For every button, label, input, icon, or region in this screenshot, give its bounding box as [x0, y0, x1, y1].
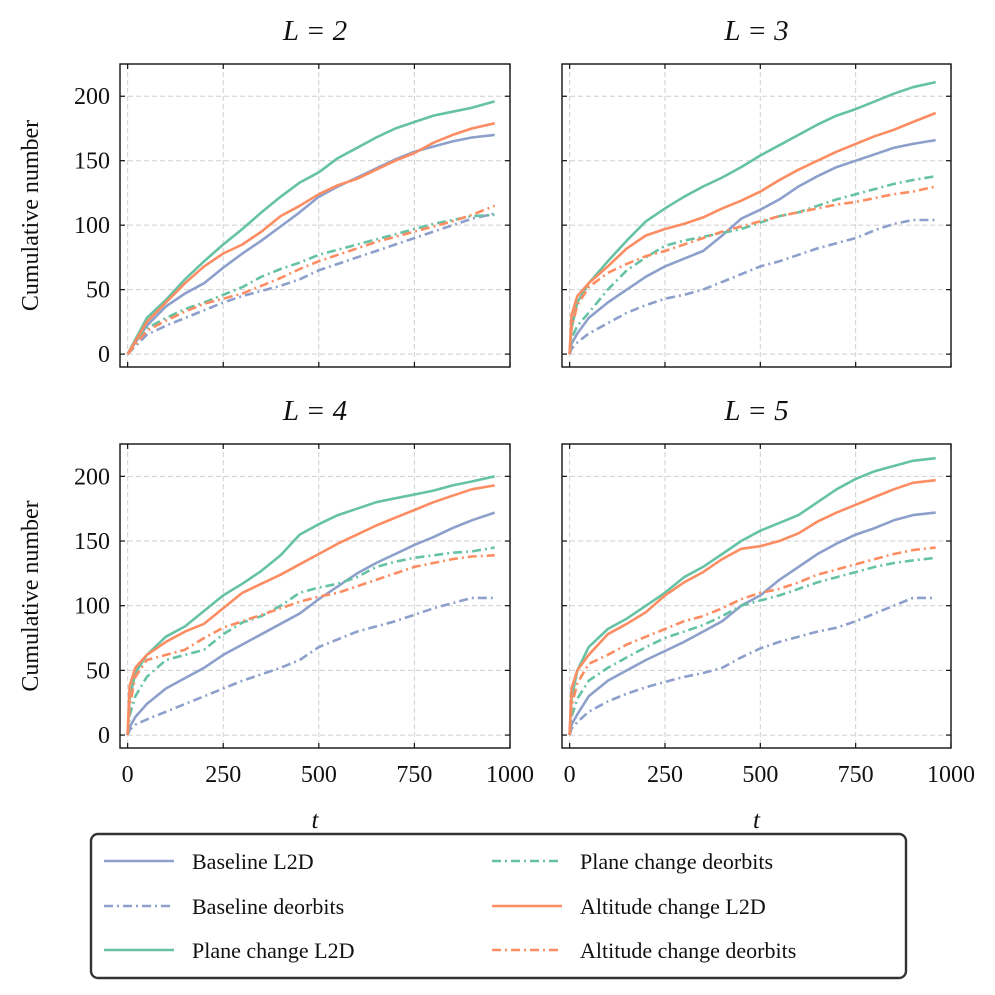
- series-plane-change-l2d: [568, 80, 936, 355]
- x-axis-label: t: [312, 807, 320, 834]
- series-altitude-change-deorbits: [568, 546, 936, 736]
- legend-label-baseline-deorbits: Baseline deorbits: [192, 894, 344, 919]
- series-plane-change-deorbits: [568, 556, 936, 736]
- series-plane-change-deorbits: [126, 213, 495, 355]
- x-axis-label: t: [753, 807, 761, 834]
- x-tick-label: 500: [742, 762, 778, 788]
- x-tick-label: 750: [838, 762, 874, 788]
- series-altitude-change-l2d: [568, 111, 937, 355]
- legend-label-plane-change-deorbits: Plane change deorbits: [580, 849, 773, 874]
- y-tick-label: 100: [74, 213, 110, 239]
- series-altitude-change-deorbits: [126, 554, 495, 736]
- series-baseline-deorbits: [126, 596, 495, 736]
- x-tick-label: 1000: [486, 762, 534, 788]
- series-plane-change-deorbits: [126, 546, 495, 736]
- axes-frame: [119, 63, 511, 368]
- axes-frame: [561, 443, 952, 749]
- x-tick-label: 250: [205, 762, 241, 788]
- y-tick-label: 100: [74, 594, 110, 620]
- x-tick-label: 1000: [927, 762, 975, 788]
- x-tick-label: 750: [396, 762, 432, 788]
- legend-label-plane-change-l2d: Plane change L2D: [192, 938, 355, 963]
- legend-label-baseline-l2d: Baseline L2D: [192, 849, 314, 874]
- panel-l-4: 0 250 500 750 1000 0 50 100 150 200 L = 4 Cumulativ…: [18, 395, 534, 834]
- y-tick-label: 200: [74, 464, 110, 490]
- series-plane-change-l2d: [568, 456, 936, 736]
- y-tick-label: 150: [74, 149, 110, 175]
- panel-title: L = 3: [723, 15, 788, 47]
- legend: Baseline L2D Baseline deorbits Plane chang…: [89, 832, 908, 980]
- panel-l-2: 0 50 100 150 200 L = 2 Cumulative number: [18, 15, 511, 368]
- legend-label-altitude-change-l2d: Altitude change L2D: [580, 894, 766, 919]
- x-tick-label: 250: [647, 762, 683, 788]
- panel-title: L = 2: [282, 15, 347, 47]
- y-tick-label: 0: [98, 342, 110, 368]
- series-baseline-deorbits: [568, 218, 936, 355]
- axes-frame: [561, 63, 952, 368]
- series-baseline-deorbits: [568, 596, 936, 736]
- y-tick-label: 50: [86, 278, 110, 304]
- series-plane-change-l2d: [126, 100, 496, 355]
- series-altitude-change-deorbits: [568, 185, 936, 355]
- series-plane-change-deorbits: [568, 174, 936, 355]
- series-altitude-change-deorbits: [126, 204, 496, 355]
- x-tick-label: 500: [301, 762, 337, 788]
- legend-label-altitude-change-deorbits: Altitude change deorbits: [580, 938, 796, 963]
- series-plane-change-l2d: [126, 475, 495, 736]
- y-axis-label: Cumulative number: [18, 120, 44, 311]
- panel-l-5: 0 250 500 750 1000 L = 5 t: [561, 395, 975, 834]
- series-altitude-change-l2d: [126, 484, 495, 736]
- series-altitude-change-l2d: [568, 478, 936, 736]
- panel-title: L = 4: [282, 395, 347, 427]
- series-baseline-l2d: [568, 511, 936, 736]
- x-tick-label: 0: [122, 762, 134, 788]
- series-baseline-l2d: [568, 138, 936, 355]
- panel-l-3: L = 3: [561, 15, 952, 368]
- series-baseline-l2d: [126, 511, 496, 736]
- x-tick-label: 0: [564, 762, 576, 788]
- series-baseline-l2d: [126, 133, 495, 355]
- y-tick-label: 200: [74, 84, 110, 110]
- axes-frame: [119, 443, 511, 749]
- y-tick-label: 0: [98, 723, 110, 749]
- panel-title: L = 5: [723, 395, 788, 427]
- y-axis-label: Cumulative number: [18, 500, 44, 691]
- y-tick-label: 50: [86, 658, 110, 684]
- y-tick-label: 150: [74, 529, 110, 555]
- series-baseline-deorbits: [126, 212, 495, 356]
- series-altitude-change-l2d: [126, 122, 495, 355]
